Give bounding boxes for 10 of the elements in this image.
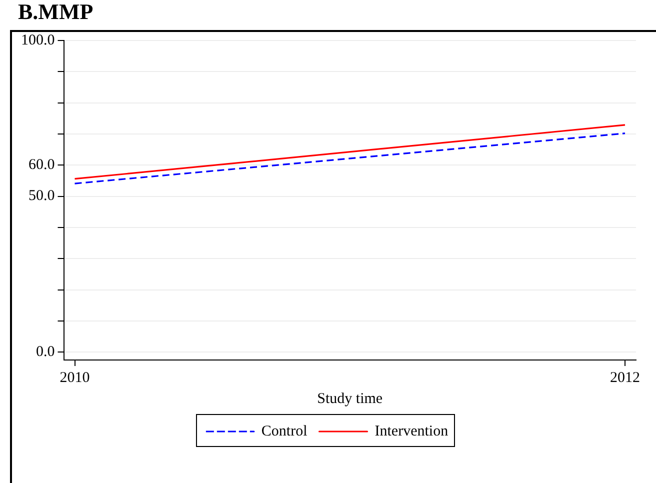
y-tick-label: 60.0 [28,157,55,174]
legend-label: Intervention [374,423,449,440]
x-tick-label: 2012 [610,370,640,386]
legend-label: Control [261,423,308,440]
x-tick-label: 2010 [60,370,90,386]
y-tick-label: 0.0 [36,344,55,360]
y-tick-label: 50.0 [28,188,55,204]
y-tick-label: 100.0 [21,32,55,48]
chart-title: B.MMP [18,0,94,24]
x-axis-title: Study time [317,390,383,407]
